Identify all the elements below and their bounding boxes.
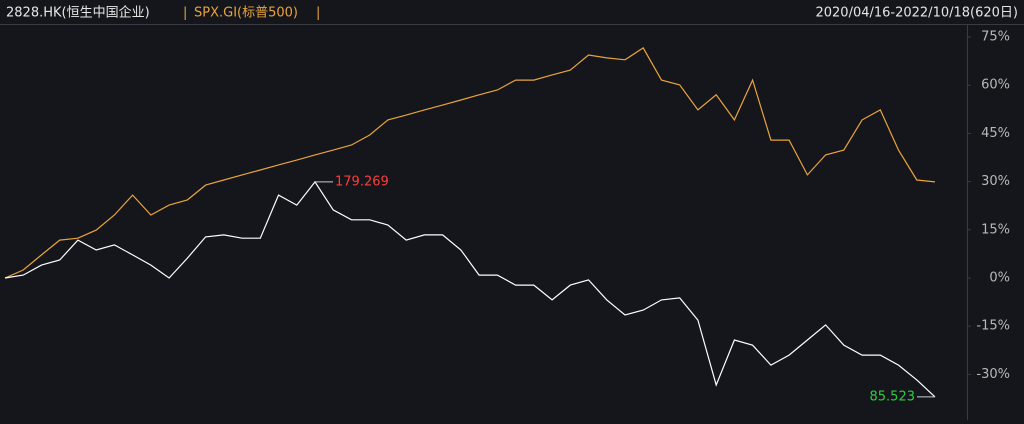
y-tick-label: -15% [976,319,1010,334]
series-line [4,180,936,398]
series-line [4,47,936,279]
y-tick-label: 60% [981,78,1010,93]
min-label: 85.523 [870,389,916,404]
subtitle-separator: | [316,6,320,21]
subtitle: SPX.GI(标普500) [194,6,298,21]
chart-title: 2828.HK(恒生中国企业) [6,5,150,21]
max-label: 179.269 [335,174,389,189]
y-tick-label: 75% [981,29,1010,44]
y-tick-label: 45% [981,126,1010,141]
y-tick-label: 15% [981,222,1010,237]
y-tick-label: 0% [989,271,1010,286]
date-range: 2020/04/16-2022/10/18(620日) [815,6,1018,21]
y-tick-label: -30% [976,367,1010,382]
y-tick-label: 30% [981,174,1010,189]
title-separator: | [183,6,187,21]
